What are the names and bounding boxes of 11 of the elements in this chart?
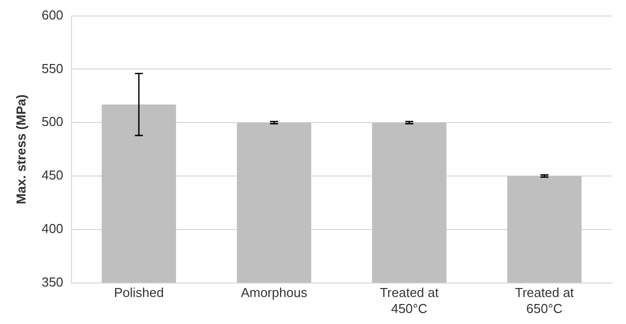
y-tick-label: 350 (42, 274, 64, 290)
y-tick-label: 450 (42, 168, 64, 183)
y-tick-label: 500 (42, 114, 64, 130)
x-tick-label: Treated at 650°C (515, 285, 574, 316)
x-tick-label: Amorphous (240, 285, 308, 300)
x-tick-label: Polished (114, 285, 164, 300)
x-tick-label: Treated at 450°C (380, 285, 440, 316)
y-tick-label: 400 (42, 220, 64, 236)
y-tick-label: 550 (42, 60, 64, 76)
y-axis-title: Max. stress (MPa) (13, 94, 28, 204)
y-tick-label: 600 (42, 7, 64, 22)
